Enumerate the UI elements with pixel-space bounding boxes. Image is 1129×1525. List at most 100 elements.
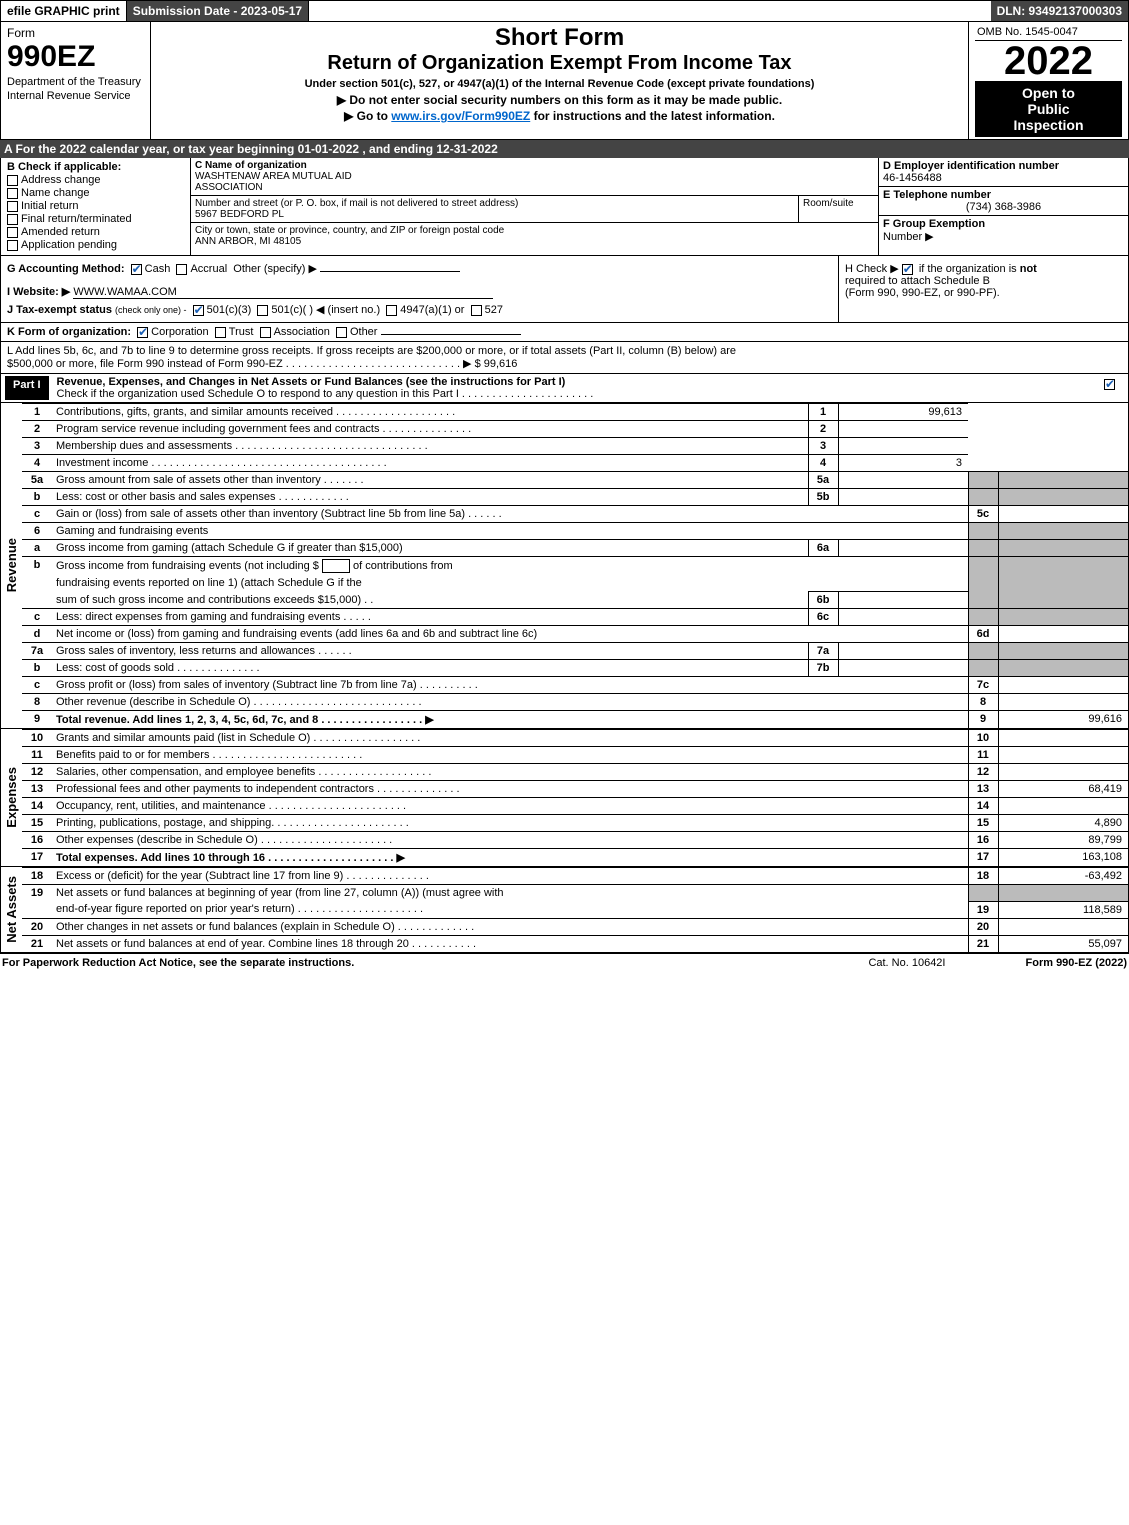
val-line-19: 118,589 xyxy=(998,901,1128,918)
footer-left: For Paperwork Reduction Act Notice, see … xyxy=(2,957,868,969)
form-header: Form 990EZ Department of the Treasury In… xyxy=(0,22,1129,140)
chk-501c3[interactable] xyxy=(193,305,204,316)
j-sub: (check only one) - xyxy=(115,305,187,315)
k-label: K Form of organization: xyxy=(7,326,131,338)
chk-schedule-o-part1[interactable] xyxy=(1104,379,1115,390)
h-pre: H Check ▶ xyxy=(845,263,899,275)
expenses-sidelabel: Expenses xyxy=(0,729,22,867)
section-g: G Accounting Method: Cash Accrual Other … xyxy=(1,256,838,322)
val-line-20 xyxy=(998,918,1128,935)
part-1-header: Part I Revenue, Expenses, and Changes in… xyxy=(0,374,1129,403)
h-l3: (Form 990, 990-EZ, or 990-PF). xyxy=(845,287,1000,299)
addr-label: Number and street (or P. O. box, if mail… xyxy=(195,198,518,209)
part-1-sub: Check if the organization used Schedule … xyxy=(57,388,594,400)
h-not: not xyxy=(1020,263,1037,275)
form-word: Form xyxy=(7,26,144,40)
j-label: J Tax-exempt status xyxy=(7,304,112,316)
b-header: B Check if applicable: xyxy=(7,161,184,173)
main-title: Return of Organization Exempt From Incom… xyxy=(155,52,964,75)
open-line1: Open to xyxy=(979,85,1118,101)
chk-other-org[interactable] xyxy=(336,327,347,338)
c-label: C Name of organization xyxy=(195,160,307,171)
page-footer: For Paperwork Reduction Act Notice, see … xyxy=(0,953,1129,972)
efile-print-button[interactable]: efile GRAPHIC print xyxy=(1,1,127,21)
chk-amended-return[interactable]: Amended return xyxy=(7,226,184,238)
irs-link[interactable]: www.irs.gov/Form990EZ xyxy=(391,109,530,123)
val-line-11 xyxy=(998,747,1128,764)
l-text1: L Add lines 5b, 6c, and 7b to line 9 to … xyxy=(7,345,736,357)
val-line-7c xyxy=(998,677,1128,694)
chk-corporation[interactable] xyxy=(137,327,148,338)
instr-2: ▶ Go to www.irs.gov/Form990EZ for instru… xyxy=(155,109,964,123)
chk-501c[interactable] xyxy=(257,305,268,316)
section-l: L Add lines 5b, 6c, and 7b to line 9 to … xyxy=(0,342,1129,374)
val-line-12 xyxy=(998,764,1128,781)
val-line-21: 55,097 xyxy=(998,935,1128,952)
subtitle: Under section 501(c), 527, or 4947(a)(1)… xyxy=(155,78,964,90)
chk-4947[interactable] xyxy=(386,305,397,316)
revenue-block: Revenue 1Contributions, gifts, grants, a… xyxy=(0,403,1129,729)
short-form-title: Short Form xyxy=(155,24,964,52)
org-name-1: WASHTENAW AREA MUTUAL AID xyxy=(195,171,352,182)
val-line-15: 4,890 xyxy=(998,815,1128,832)
org-name-2: ASSOCIATION xyxy=(195,182,263,193)
website-value[interactable]: WWW.WAMAA.COM xyxy=(73,286,493,299)
dept-treasury: Department of the Treasury xyxy=(7,76,144,88)
chk-name-change[interactable]: Name change xyxy=(7,187,184,199)
val-line-17: 163,108 xyxy=(998,849,1128,867)
dln-label: DLN: 93492137000303 xyxy=(991,1,1128,21)
chk-association[interactable] xyxy=(260,327,271,338)
val-line-1: 99,613 xyxy=(838,404,968,421)
val-line-8 xyxy=(998,694,1128,711)
val-line-5c xyxy=(998,506,1128,523)
open-line3: Inspection xyxy=(979,117,1118,133)
chk-final-return[interactable]: Final return/terminated xyxy=(7,213,184,225)
chk-address-change[interactable]: Address change xyxy=(7,174,184,186)
val-line-14 xyxy=(998,798,1128,815)
form-title-block: Short Form Return of Organization Exempt… xyxy=(151,22,968,139)
revenue-table: 1Contributions, gifts, grants, and simil… xyxy=(22,403,1128,728)
section-a-bar: A For the 2022 calendar year, or tax yea… xyxy=(0,140,1129,158)
tax-year: 2022 xyxy=(975,41,1122,81)
i-label: I Website: ▶ xyxy=(7,286,70,298)
part-1-bar: Part I xyxy=(5,376,49,400)
sections-def: D Employer identification number 46-1456… xyxy=(878,158,1128,255)
chk-accrual[interactable] xyxy=(176,264,187,275)
expenses-table: 10Grants and similar amounts paid (list … xyxy=(22,729,1128,866)
l-text2: $500,000 or more, file Form 990 instead … xyxy=(7,357,736,370)
open-line2: Public xyxy=(979,101,1118,117)
section-k: K Form of organization: Corporation Trus… xyxy=(0,323,1129,342)
room-suite-label: Room/suite xyxy=(803,198,854,209)
chk-cash[interactable] xyxy=(131,264,142,275)
chk-trust[interactable] xyxy=(215,327,226,338)
city-label: City or town, state or province, country… xyxy=(195,225,504,236)
ein-value: 46-1456488 xyxy=(883,172,1124,184)
instr2-pre: ▶ Go to xyxy=(344,109,391,123)
f-label: F Group Exemption xyxy=(883,218,985,230)
sections-bcdef: B Check if applicable: Address change Na… xyxy=(0,158,1129,256)
chk-initial-return[interactable]: Initial return xyxy=(7,200,184,212)
chk-application-pending[interactable]: Application pending xyxy=(7,239,184,251)
chk-schedule-b[interactable] xyxy=(902,264,913,275)
city-state-zip: ANN ARBOR, MI 48105 xyxy=(195,236,301,247)
submission-date-label: Submission Date - 2023-05-17 xyxy=(127,1,309,21)
phone-value: (734) 368-3986 xyxy=(883,201,1124,213)
section-b: B Check if applicable: Address change Na… xyxy=(1,158,191,255)
instr-1: ▶ Do not enter social security numbers o… xyxy=(155,93,964,107)
footer-right: Form 990-EZ (2022) xyxy=(1026,957,1128,969)
expenses-block: Expenses 10Grants and similar amounts pa… xyxy=(0,729,1129,867)
form-id-block: Form 990EZ Department of the Treasury In… xyxy=(1,22,151,139)
h-l2: required to attach Schedule B xyxy=(845,275,990,287)
netassets-table: 18Excess or (deficit) for the year (Subt… xyxy=(22,867,1128,952)
section-c: C Name of organization WASHTENAW AREA MU… xyxy=(191,158,878,255)
d-label: D Employer identification number xyxy=(883,160,1124,172)
street-address: 5967 BEDFORD PL xyxy=(195,209,284,220)
val-line-4: 3 xyxy=(838,455,968,472)
e-label: E Telephone number xyxy=(883,189,1124,201)
f-label2: Number ▶ xyxy=(883,231,934,243)
chk-527[interactable] xyxy=(471,305,482,316)
g-label: G Accounting Method: xyxy=(7,263,125,275)
val-line-9: 99,616 xyxy=(998,711,1128,729)
section-h: H Check ▶ if the organization is not req… xyxy=(838,256,1128,322)
h-post: if the organization is xyxy=(919,263,1017,275)
